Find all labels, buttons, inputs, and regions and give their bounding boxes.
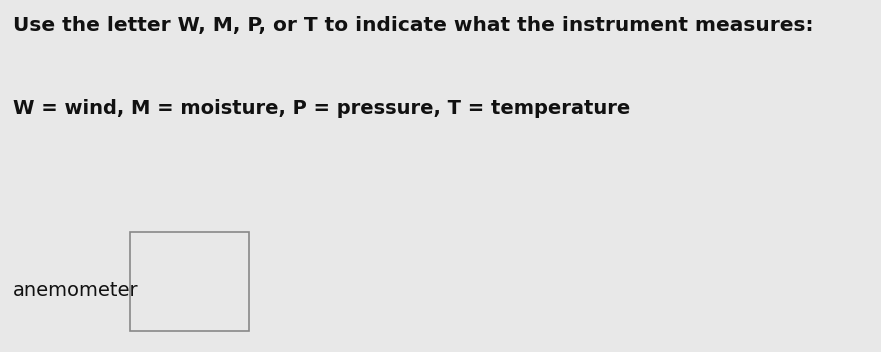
Text: W = wind, M = moisture, P = pressure, T = temperature: W = wind, M = moisture, P = pressure, T … — [13, 99, 631, 118]
Bar — [130, 232, 249, 331]
Text: anemometer: anemometer — [13, 281, 139, 300]
Text: Use the letter W, M, P, or T to indicate what the instrument measures:: Use the letter W, M, P, or T to indicate… — [13, 16, 814, 35]
